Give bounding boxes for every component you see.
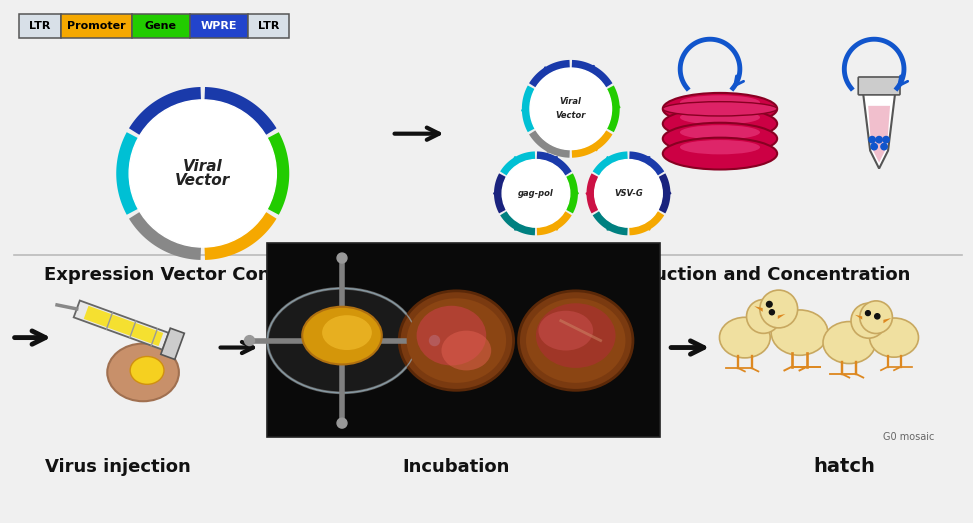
Text: Promoter: Promoter bbox=[67, 21, 126, 31]
Text: Viral: Viral bbox=[559, 97, 582, 106]
Text: Vector: Vector bbox=[175, 173, 231, 188]
Text: gag-pol: gag-pol bbox=[518, 189, 554, 198]
Polygon shape bbox=[74, 301, 168, 350]
Ellipse shape bbox=[268, 288, 416, 393]
Ellipse shape bbox=[416, 306, 486, 366]
FancyBboxPatch shape bbox=[268, 243, 661, 437]
Circle shape bbox=[746, 300, 780, 333]
Circle shape bbox=[337, 253, 347, 263]
Circle shape bbox=[429, 336, 440, 346]
Text: Incubation: Incubation bbox=[403, 458, 510, 476]
FancyBboxPatch shape bbox=[18, 14, 60, 38]
Text: Expression Vector Construction: Expression Vector Construction bbox=[44, 266, 362, 284]
Circle shape bbox=[881, 143, 887, 150]
Circle shape bbox=[244, 336, 255, 346]
Polygon shape bbox=[883, 318, 891, 323]
Ellipse shape bbox=[407, 298, 506, 383]
Polygon shape bbox=[863, 94, 895, 168]
Polygon shape bbox=[777, 314, 785, 319]
Ellipse shape bbox=[680, 140, 760, 154]
Ellipse shape bbox=[442, 331, 491, 370]
Ellipse shape bbox=[719, 317, 771, 358]
Ellipse shape bbox=[663, 101, 777, 116]
Circle shape bbox=[502, 160, 570, 227]
Ellipse shape bbox=[870, 318, 919, 357]
Ellipse shape bbox=[107, 344, 179, 401]
Text: Viral: Viral bbox=[183, 159, 223, 174]
Circle shape bbox=[530, 68, 612, 150]
Circle shape bbox=[866, 311, 871, 315]
Ellipse shape bbox=[519, 291, 633, 390]
Circle shape bbox=[883, 137, 889, 143]
Ellipse shape bbox=[824, 331, 848, 345]
Ellipse shape bbox=[772, 310, 828, 355]
Circle shape bbox=[760, 290, 798, 328]
FancyBboxPatch shape bbox=[247, 14, 289, 38]
Circle shape bbox=[875, 314, 880, 319]
FancyBboxPatch shape bbox=[132, 14, 190, 38]
Ellipse shape bbox=[801, 320, 827, 335]
Text: Virus Production and Concentration: Virus Production and Concentration bbox=[549, 266, 911, 284]
FancyBboxPatch shape bbox=[858, 77, 900, 95]
Ellipse shape bbox=[663, 93, 777, 125]
Circle shape bbox=[767, 301, 773, 307]
Ellipse shape bbox=[526, 298, 626, 383]
Ellipse shape bbox=[895, 327, 918, 340]
Circle shape bbox=[869, 137, 876, 143]
Ellipse shape bbox=[663, 138, 777, 169]
Ellipse shape bbox=[322, 315, 372, 350]
Circle shape bbox=[337, 418, 347, 428]
Ellipse shape bbox=[130, 357, 164, 384]
Text: LTR: LTR bbox=[258, 21, 279, 31]
Ellipse shape bbox=[536, 303, 616, 368]
Circle shape bbox=[770, 310, 775, 315]
Ellipse shape bbox=[823, 322, 876, 363]
Circle shape bbox=[595, 160, 663, 227]
Text: LTR: LTR bbox=[29, 21, 51, 31]
Text: G0 mosaic: G0 mosaic bbox=[883, 432, 935, 442]
FancyBboxPatch shape bbox=[60, 14, 132, 38]
Polygon shape bbox=[868, 106, 890, 163]
Text: hatch: hatch bbox=[813, 458, 876, 476]
Circle shape bbox=[129, 100, 276, 247]
Polygon shape bbox=[84, 306, 163, 346]
FancyBboxPatch shape bbox=[190, 14, 247, 38]
Circle shape bbox=[860, 301, 892, 334]
Circle shape bbox=[851, 303, 886, 338]
Circle shape bbox=[871, 143, 878, 150]
Polygon shape bbox=[161, 328, 184, 359]
Ellipse shape bbox=[680, 95, 760, 110]
Text: Gene: Gene bbox=[145, 21, 177, 31]
Text: VSV-G: VSV-G bbox=[614, 189, 643, 198]
Ellipse shape bbox=[663, 108, 777, 140]
Text: WPRE: WPRE bbox=[200, 21, 236, 31]
Circle shape bbox=[876, 137, 883, 143]
Text: Virus injection: Virus injection bbox=[46, 458, 191, 476]
Ellipse shape bbox=[399, 291, 514, 390]
Text: Vector: Vector bbox=[556, 111, 586, 120]
Ellipse shape bbox=[680, 110, 760, 124]
Ellipse shape bbox=[538, 311, 594, 350]
Polygon shape bbox=[754, 306, 763, 312]
Ellipse shape bbox=[680, 125, 760, 140]
Ellipse shape bbox=[663, 123, 777, 155]
Ellipse shape bbox=[720, 326, 744, 340]
Ellipse shape bbox=[303, 307, 381, 365]
Polygon shape bbox=[855, 315, 862, 320]
